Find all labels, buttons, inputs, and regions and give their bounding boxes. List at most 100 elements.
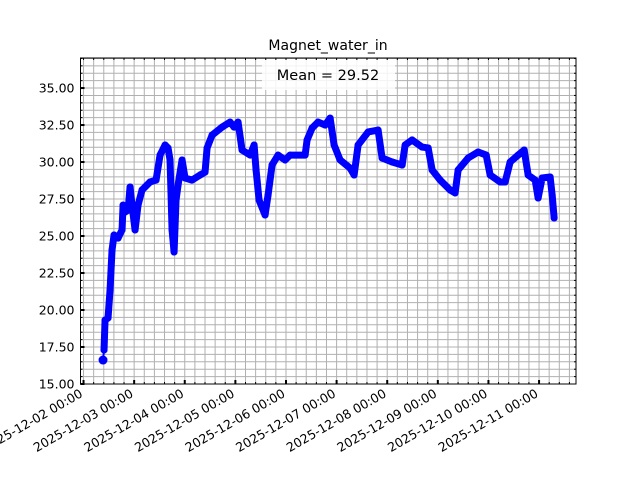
y-tick-label: 25.00 xyxy=(39,229,75,244)
data-point xyxy=(538,174,546,182)
data-point xyxy=(501,178,509,186)
data-point xyxy=(281,156,289,164)
y-tick-label: 22.50 xyxy=(39,266,75,281)
data-point xyxy=(418,143,426,151)
data-point xyxy=(226,118,234,126)
data-point xyxy=(482,151,490,159)
data-point xyxy=(428,166,436,174)
data-point xyxy=(496,178,504,186)
data-point xyxy=(274,151,282,159)
y-axis-tick-labels: 15.00 17.50 20.00 22.50 25.00 27.50 30.00 32.50… xyxy=(39,81,75,392)
data-point xyxy=(230,123,238,131)
data-point xyxy=(268,161,276,169)
data-point xyxy=(550,214,558,222)
y-tick-label: 17.50 xyxy=(39,340,75,355)
legend: Mean = 29.52 xyxy=(262,60,395,90)
chart-title: Magnet_water_in xyxy=(268,38,387,54)
legend-mean-text: Mean = 29.52 xyxy=(277,68,379,84)
data-point xyxy=(286,151,294,159)
data-point xyxy=(330,141,338,149)
legend-box xyxy=(262,60,395,90)
data-point xyxy=(168,226,176,234)
data-point xyxy=(218,123,226,131)
data-point xyxy=(255,196,263,204)
data-point xyxy=(98,355,108,365)
data-point xyxy=(308,124,316,132)
data-point xyxy=(238,146,246,154)
data-point xyxy=(303,136,311,144)
data-point xyxy=(131,226,139,234)
data-point xyxy=(128,201,136,209)
data-series xyxy=(98,114,558,365)
data-point xyxy=(520,146,528,154)
data-point xyxy=(321,121,329,129)
data-point xyxy=(100,346,108,354)
data-point xyxy=(326,114,334,122)
data-point xyxy=(152,176,160,184)
data-point xyxy=(174,181,182,189)
data-point xyxy=(548,191,556,199)
y-tick-label: 15.00 xyxy=(39,377,75,392)
data-point xyxy=(146,178,154,186)
data-point xyxy=(134,201,142,209)
data-point xyxy=(408,136,416,144)
data-point xyxy=(514,151,522,159)
data-point xyxy=(451,189,459,197)
data-point xyxy=(524,171,532,179)
data-point xyxy=(108,246,116,254)
data-point xyxy=(124,206,132,214)
data-point xyxy=(164,144,172,152)
y-tick-label: 32.50 xyxy=(39,118,75,133)
data-point xyxy=(546,173,554,181)
data-point xyxy=(531,176,539,184)
data-point xyxy=(208,131,216,139)
y-tick-label: 30.00 xyxy=(39,155,75,170)
data-point xyxy=(203,144,211,152)
data-point xyxy=(170,248,178,256)
data-point xyxy=(172,196,180,204)
data-point xyxy=(118,226,126,234)
data-point xyxy=(454,166,462,174)
data-point xyxy=(346,164,354,172)
data-point xyxy=(114,234,122,242)
data-point xyxy=(261,211,269,219)
axis-ticks xyxy=(80,57,576,385)
data-point xyxy=(201,168,209,176)
data-point xyxy=(401,141,409,149)
data-point xyxy=(388,158,396,166)
data-point xyxy=(350,171,358,179)
y-tick-label: 20.00 xyxy=(39,303,75,318)
data-point xyxy=(436,176,444,184)
data-point xyxy=(188,176,196,184)
data-point xyxy=(378,154,386,162)
data-point xyxy=(486,171,494,179)
data-point xyxy=(364,128,372,136)
data-point xyxy=(354,141,362,149)
data-point xyxy=(106,286,114,294)
data-point xyxy=(534,194,542,202)
data-point xyxy=(264,191,272,199)
data-point xyxy=(246,151,254,159)
data-point xyxy=(119,201,127,209)
data-point xyxy=(181,174,189,182)
data-point xyxy=(474,148,482,156)
data-point xyxy=(252,166,260,174)
y-tick-label: 27.50 xyxy=(39,192,75,207)
data-point xyxy=(336,156,344,164)
data-point xyxy=(374,126,382,134)
data-point xyxy=(464,154,472,162)
data-point xyxy=(138,186,146,194)
data-point xyxy=(506,158,514,166)
data-point xyxy=(234,118,242,126)
data-point xyxy=(104,314,112,322)
data-point xyxy=(250,141,258,149)
data-point xyxy=(126,183,134,191)
data-point xyxy=(424,144,432,152)
data-point xyxy=(301,151,309,159)
y-tick-label: 35.00 xyxy=(39,81,75,96)
data-point xyxy=(314,118,322,126)
data-point xyxy=(398,161,406,169)
data-point xyxy=(178,156,186,164)
data-point xyxy=(166,156,174,164)
